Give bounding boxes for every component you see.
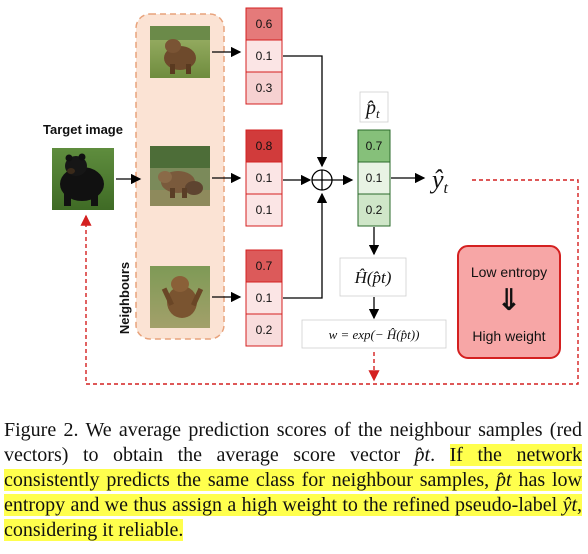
neighbour-vector-2: 0.8 0.1 0.1	[245, 129, 283, 227]
score-cell	[245, 249, 283, 283]
low-entropy-text: Low entropy	[471, 264, 547, 280]
neighbours-label: Neighbours	[117, 262, 132, 334]
p-hat-math: p̂t	[414, 444, 431, 466]
neighbour-image-3	[150, 266, 210, 328]
score-value: 0.8	[256, 139, 273, 153]
entropy-box	[339, 257, 407, 297]
score-value: 0.3	[256, 81, 273, 95]
score-value: 0.7	[256, 259, 273, 273]
high-weight-text: High weight	[472, 328, 545, 344]
figure-diagram: Neighbours Target image	[43, 7, 579, 385]
score-value: 0.1	[256, 171, 273, 185]
neighbour-image-2	[150, 146, 210, 206]
figure-caption: Figure 2. We average prediction scores o…	[4, 419, 583, 541]
neighbour-vector-3: 0.7 0.1 0.2	[245, 249, 283, 347]
score-cell	[245, 281, 283, 315]
score-cell	[245, 71, 283, 105]
average-score-vector: 0.7 0.1 0.2	[357, 129, 391, 227]
entropy-weight-box	[457, 245, 561, 359]
score-cell	[245, 39, 283, 73]
y-hat-math: ŷt	[562, 494, 577, 516]
score-value: 0.6	[256, 17, 273, 31]
score-cell	[245, 313, 283, 347]
score-value: 0.1	[256, 203, 273, 217]
score-value: 0.2	[256, 323, 273, 337]
y-hat-label: ŷt	[429, 165, 449, 197]
feedback-loop	[80, 179, 579, 385]
score-cell	[245, 129, 283, 163]
score-value: 0.1	[256, 291, 273, 305]
target-image	[52, 148, 114, 210]
neighbour-image-1	[150, 26, 210, 78]
weight-formula-box	[301, 319, 447, 349]
score-value: 0.1	[366, 171, 383, 185]
score-cell	[245, 161, 283, 195]
score-cell	[245, 7, 283, 41]
down-arrow-icon: ⇓	[496, 283, 521, 318]
p-hat-label-box	[359, 91, 389, 123]
score-value: 0.1	[256, 49, 273, 63]
p-hat-math: p̂t	[496, 469, 512, 491]
p-hat-label: p̂t	[364, 97, 380, 121]
sum-node	[311, 169, 333, 191]
weight-formula: w = exp(− Ĥ(p̂t))	[329, 327, 420, 342]
score-cell	[245, 193, 283, 227]
target-image-label: Target image	[43, 122, 123, 137]
score-value: 0.2	[366, 203, 383, 217]
entropy-label: Ĥ(p̂t)	[354, 268, 392, 287]
score-value: 0.7	[366, 139, 383, 153]
score-cell	[357, 193, 391, 227]
neighbour-vector-1: 0.6 0.1 0.3	[245, 7, 283, 105]
